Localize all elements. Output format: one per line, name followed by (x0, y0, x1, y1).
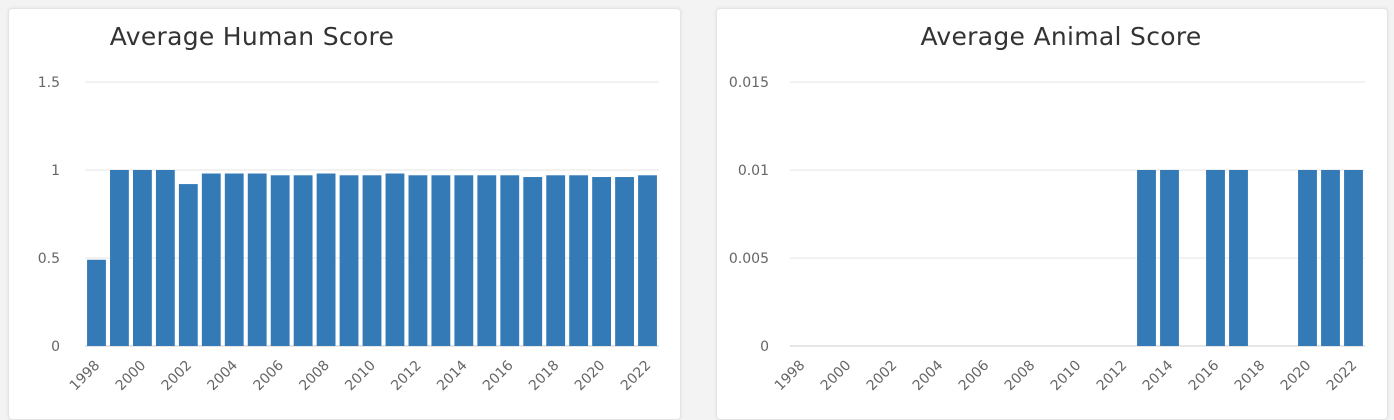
y-tick-label: 0.01 (738, 163, 769, 179)
bar-2001 (155, 170, 175, 346)
human-score-chart-panel: Average Human Score 0 0.5 1 1.5 1998 2000 200… (8, 8, 681, 420)
bar-2014 (1160, 170, 1179, 346)
bar-2002 (178, 184, 198, 346)
human-score-chart: Average Human Score 00.511.5 1998 2000 200… (38, 22, 659, 395)
x-tick-label: 2018 (1232, 358, 1269, 395)
y-tick-label: 0 (51, 339, 60, 355)
bar-2020 (1298, 170, 1317, 346)
x-tick-label: 2016 (480, 357, 517, 394)
y-tick-label: 0.005 (729, 251, 769, 267)
bar-2012 (408, 175, 428, 346)
y-tick-label: 1 (51, 163, 60, 179)
bar-2016 (500, 175, 520, 346)
bar-2008 (316, 173, 336, 346)
x-tick-label: 2010 (342, 358, 379, 395)
y-tick-label: 0 (760, 339, 769, 355)
bar-2011 (385, 173, 405, 346)
x-tick-label: 2020 (572, 358, 609, 395)
x-tick-label: 2014 (1140, 357, 1177, 394)
bar-2013 (431, 175, 451, 346)
x-tick-label: 2004 (205, 357, 242, 394)
bar-2003 (201, 173, 221, 346)
bar-2017 (523, 177, 543, 346)
chart-title: Average Animal Score (920, 22, 1201, 51)
x-tick-label: 2008 (296, 358, 333, 395)
bar-2000 (132, 170, 152, 346)
x-tick-label: 2012 (388, 358, 425, 395)
x-tick-label: 2018 (526, 358, 563, 395)
x-tick-label: 1998 (67, 358, 104, 395)
y-tick-label: 0.5 (38, 251, 60, 267)
x-tick-label: 2004 (910, 357, 947, 394)
chart-title: Average Human Score (110, 22, 394, 51)
bar-2010 (362, 175, 382, 346)
x-tick-label: 2008 (1002, 358, 1039, 395)
bar-2015 (477, 175, 497, 346)
bar-2004 (224, 173, 244, 346)
bar-2013 (1137, 170, 1156, 346)
y-tick-label: 0.015 (729, 75, 769, 91)
x-tick-label: 2016 (1186, 357, 1223, 394)
x-tick-label: 2000 (113, 358, 150, 395)
x-tick-label: 2006 (250, 357, 287, 394)
bar-1999 (110, 170, 129, 346)
x-tick-label: 2002 (159, 358, 196, 395)
x-tick-label: 2012 (1094, 358, 1131, 395)
bar-2016 (1206, 170, 1225, 346)
bar-2007 (293, 175, 313, 346)
x-tick-label: 2006 (956, 357, 993, 394)
bar-2022 (638, 175, 657, 346)
bar-2022 (1344, 170, 1363, 346)
x-tick-label: 2014 (434, 357, 471, 394)
animal-score-chart: Average Animal Score 0 0.005 0.01 0.015 199… (729, 22, 1365, 395)
y-tick-label: 1.5 (38, 75, 60, 91)
bar-2021 (615, 177, 634, 346)
bar-2005 (247, 173, 267, 346)
bar-2019 (569, 175, 589, 346)
bar-1998 (87, 259, 106, 346)
x-tick-label: 2000 (818, 358, 855, 395)
x-tick-label: 1998 (772, 358, 809, 395)
animal-score-chart-panel: Average Animal Score 0 0.005 0.01 0.015 199… (716, 8, 1388, 420)
x-tick-label: 2022 (1324, 358, 1361, 395)
x-tick-label: 2002 (864, 358, 901, 395)
bar-2006 (270, 175, 290, 346)
x-tick-label: 2022 (618, 358, 655, 395)
bar-2014 (454, 175, 474, 346)
bar-2021 (1321, 170, 1340, 346)
x-tick-label: 2020 (1278, 358, 1315, 395)
bar-2009 (339, 175, 359, 346)
x-tick-label: 2010 (1048, 358, 1085, 395)
bar-2018 (546, 175, 566, 346)
bar-2017 (1229, 170, 1248, 346)
bar-2020 (592, 177, 612, 346)
